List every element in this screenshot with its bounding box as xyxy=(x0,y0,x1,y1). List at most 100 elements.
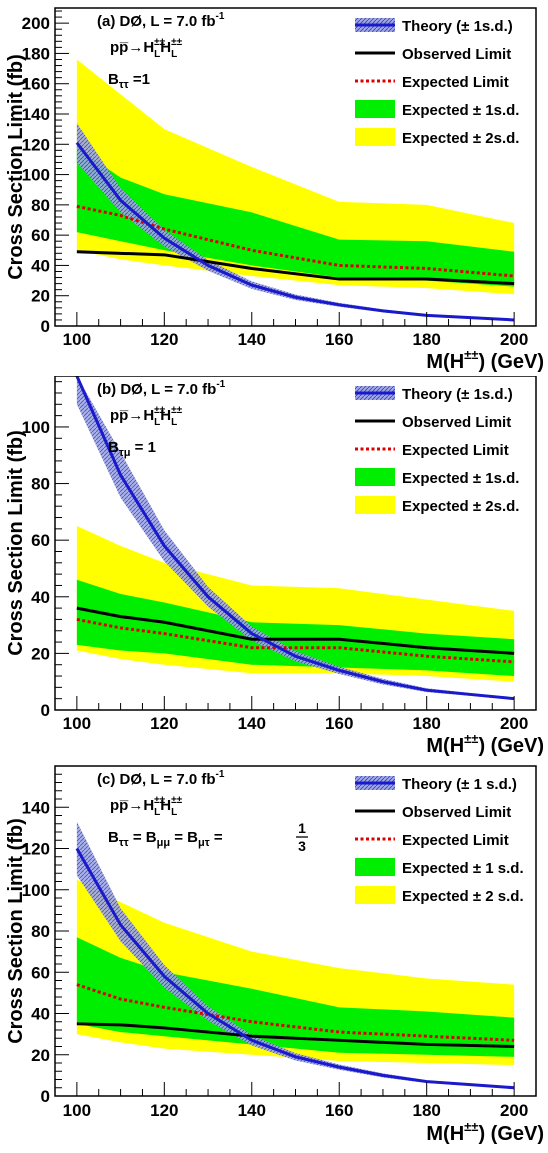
chart-a-xlabel: M(H±±) (GeV) xyxy=(426,347,544,373)
chart-c-ytick-label: 120 xyxy=(22,840,50,859)
chart-c-legend-1sd-swatch xyxy=(355,858,395,876)
chart-c-legend-2sd-label: Expected ± 2 s.d. xyxy=(402,888,524,905)
chart-a-ylabel: Cross Section Limit (fb) xyxy=(5,54,27,280)
chart-c-ytick-label: 100 xyxy=(22,881,50,900)
chart-b-theory-line xyxy=(75,376,515,701)
chart-c-svg: 100 120 140 160 180 200020406080100120140M(H±… xyxy=(5,765,544,1145)
chart-c-band-1sd xyxy=(76,937,515,1057)
chart-b-process-tail: H xyxy=(160,407,171,424)
chart-a-ytick-label: 120 xyxy=(22,135,50,154)
chart-c-frac-num: 1 xyxy=(298,820,306,836)
chart-c-xlabel-tail: ) (GeV) xyxy=(478,1123,544,1145)
chart-a-xtick-label: 140 xyxy=(238,330,266,349)
chart-b-legend-1sd-label: Expected ± 1s.d. xyxy=(402,470,519,487)
chart-c-legend-expected-label: Expected Limit xyxy=(402,832,509,849)
chart-b-theory-band xyxy=(76,376,515,700)
chart-a-xtick-label: 120 xyxy=(150,330,178,349)
chart-b-xtick-label: 200 xyxy=(500,714,528,733)
chart-c-branching-sub2: μμ xyxy=(157,837,170,849)
chart-b-process-text: pp̅→H xyxy=(110,407,154,424)
chart-a-xlabel-text: M(H xyxy=(426,351,464,373)
chart-b-xtick-label: 120 xyxy=(150,714,178,733)
chart-c-title-text: (c) DØ, L = 7.0 fb xyxy=(97,771,216,788)
chart-c-process-text: pp̅→H xyxy=(110,797,154,814)
chart-a-theory-line xyxy=(75,141,515,322)
chart-panel-a: 100 120 140 160 180 200 0 20 40 60 80 100 120 140 160 1… xyxy=(0,0,548,380)
chart-b-xtick-label: 180 xyxy=(412,714,440,733)
chart-a-ytick-label: 160 xyxy=(22,75,50,94)
chart-b-xlabel-text: M(H xyxy=(426,735,464,756)
chart-b-branching: Bτμ = 1 xyxy=(108,439,156,459)
chart-a-ytick-label: 180 xyxy=(22,44,50,63)
chart-b-title: (b) DØ, L = 7.0 fb-1 xyxy=(97,379,226,398)
chart-a-process-text: pp̅→H xyxy=(110,39,154,56)
chart-b-ytick-label: 80 xyxy=(31,475,50,494)
chart-c-xtick-label: 100 xyxy=(63,1101,91,1120)
chart-a-legend-2sd-swatch xyxy=(355,128,395,146)
chart-c-ytick-label: 20 xyxy=(31,1046,50,1065)
chart-b-xtick-label: 100 xyxy=(63,714,91,733)
chart-b-observed-line xyxy=(76,606,515,655)
chart-a-legend-2sd-label: Expected ± 2s.d. xyxy=(402,130,519,147)
chart-b-xtick-label: 140 xyxy=(238,714,266,733)
chart-a-legend-observed-label: Observed Limit xyxy=(402,46,511,63)
chart-a-xtick-label: 100 xyxy=(63,330,91,349)
chart-c-ytick-label: 80 xyxy=(31,922,50,941)
chart-c-ytick-label: 60 xyxy=(31,963,50,982)
chart-a-process: pp̅→H±± LH±± L xyxy=(110,37,183,60)
chart-c-title: (c) DØ, L = 7.0 fb-1 xyxy=(97,769,225,788)
chart-c-ytick-label: 0 xyxy=(41,1087,50,1106)
chart-b-band-1sd xyxy=(76,579,515,677)
chart-c-ytick-label: 140 xyxy=(22,798,50,817)
chart-a-branching-b: B xyxy=(108,71,119,88)
chart-a-svg: 100 120 140 160 180 200 0 20 40 60 80 100 120 140 160 1… xyxy=(5,7,544,373)
chart-a-branching-val: =1 xyxy=(129,71,150,88)
chart-a-legend-1sd-label: Expected ± 1s.d. xyxy=(402,102,519,119)
chart-b-process-pm1: ±± xyxy=(154,405,165,416)
chart-b-process: pp̅→H±± LH±± L xyxy=(110,405,183,428)
chart-a-expected-line xyxy=(76,204,515,278)
chart-b-xlabel: M(H±±) (GeV) xyxy=(426,731,544,756)
chart-a-branching: Bττ =1 xyxy=(108,71,150,91)
chart-c-branching-val2: = B xyxy=(170,829,198,846)
chart-b-ytick-label: 100 xyxy=(22,418,50,437)
chart-a-ytick-label: 40 xyxy=(31,256,50,275)
chart-b-title-sup: -1 xyxy=(216,379,225,390)
chart-b-ytick-label: 40 xyxy=(31,588,50,607)
chart-c-title-sup: -1 xyxy=(216,769,225,780)
chart-c-process-L1: L xyxy=(154,807,160,818)
chart-c-branching-sub3: μτ xyxy=(198,837,210,849)
chart-b-legend-expected-label: Expected Limit xyxy=(402,442,509,459)
chart-c-plot-area xyxy=(75,821,515,1090)
chart-a-process-L2: L xyxy=(171,49,177,60)
chart-b-legend-1sd-swatch xyxy=(355,468,395,486)
chart-c-expected-line xyxy=(76,983,515,1042)
chart-c-legend-observed-label: Observed Limit xyxy=(402,804,511,821)
chart-c-xtick-label: 160 xyxy=(325,1101,353,1120)
chart-b-title-text: (b) DØ, L = 7.0 fb xyxy=(97,381,216,398)
chart-a-process-pm2: ±± xyxy=(171,37,182,48)
chart-c-theory-line xyxy=(75,847,515,1090)
chart-c-ytick-label: 40 xyxy=(31,1005,50,1024)
chart-c-observed-line xyxy=(76,1022,515,1048)
chart-c-xlabel-pm: ±± xyxy=(464,1119,478,1134)
chart-b-branching-b: B xyxy=(108,439,119,456)
chart-a-xlabel-pm: ±± xyxy=(464,347,478,362)
chart-a-ytick-label: 100 xyxy=(22,166,50,185)
chart-c-xlabel: M(H±±) (GeV) xyxy=(426,1119,544,1145)
chart-b-branching-val: = 1 xyxy=(130,439,155,456)
chart-a-title: (a) DØ, L = 7.0 fb-1 xyxy=(97,11,225,30)
chart-c-xtick-label: 140 xyxy=(238,1101,266,1120)
chart-c-branching-val3: = xyxy=(210,829,223,846)
chart-a-process-pm1: ±± xyxy=(154,37,165,48)
chart-c-legend-theory-label: Theory (± 1 s.d.) xyxy=(402,776,517,793)
chart-c-legend-2sd-swatch xyxy=(355,886,395,904)
chart-b-expected-line xyxy=(76,617,515,664)
chart-c-branching-sub: ττ xyxy=(119,837,129,849)
chart-c-branching-val: = B xyxy=(129,829,157,846)
chart-b-plot-area xyxy=(75,376,515,701)
chart-a-branching-sub: ττ xyxy=(119,79,129,91)
chart-b-xtick-label: 160 xyxy=(325,714,353,733)
chart-b-legend-2sd-swatch xyxy=(355,496,395,514)
